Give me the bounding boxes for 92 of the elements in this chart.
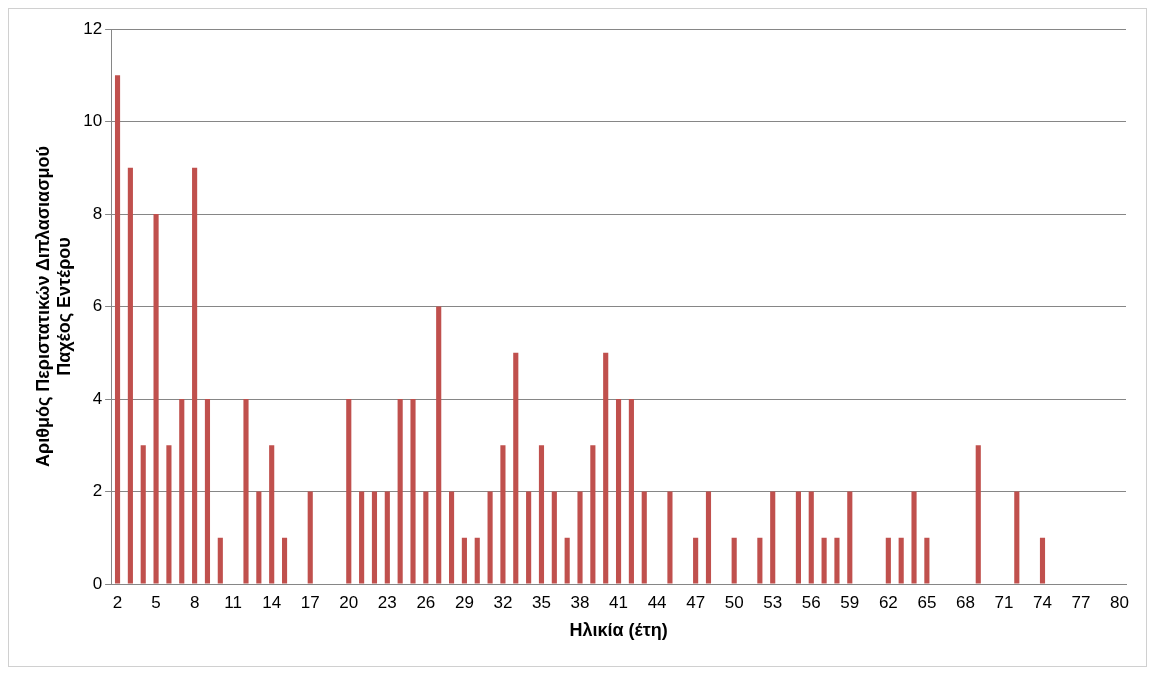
bar bbox=[448, 491, 455, 584]
bar bbox=[975, 445, 981, 584]
bar bbox=[179, 399, 185, 584]
bar bbox=[693, 537, 699, 584]
y-tick-label: 4 bbox=[92, 388, 103, 408]
bar bbox=[269, 445, 275, 584]
bar bbox=[192, 167, 198, 584]
bar bbox=[705, 491, 712, 584]
bar bbox=[641, 491, 647, 584]
y-tick-label: 12 bbox=[83, 18, 103, 38]
bar bbox=[487, 491, 493, 584]
bar bbox=[114, 75, 121, 584]
y-tick-label: 0 bbox=[92, 573, 103, 593]
x-tick-label: 14 bbox=[262, 592, 282, 612]
x-tick-label: 44 bbox=[647, 592, 667, 612]
x-tick-label: 47 bbox=[686, 592, 706, 612]
bar bbox=[911, 491, 917, 584]
bar bbox=[500, 445, 506, 584]
x-tick-label: 50 bbox=[724, 592, 744, 612]
bar bbox=[885, 537, 891, 584]
y-tick-label: 10 bbox=[83, 111, 103, 131]
bar bbox=[243, 399, 249, 584]
bar bbox=[410, 399, 416, 584]
bar bbox=[551, 491, 557, 584]
bar bbox=[667, 491, 673, 584]
x-tick-label: 74 bbox=[1033, 592, 1052, 612]
bar bbox=[423, 491, 429, 584]
bar bbox=[564, 537, 570, 584]
bar bbox=[513, 352, 519, 584]
x-tick-label: 56 bbox=[801, 592, 821, 612]
bar bbox=[153, 214, 159, 584]
bar bbox=[1039, 537, 1046, 584]
bar bbox=[281, 537, 288, 584]
y-axis-title: Αριθμός Περιστατικών Διπλασιασμού Παχέος Εντέρου bbox=[32, 146, 75, 467]
x-tick-label: 35 bbox=[532, 592, 551, 612]
x-axis-title: Ηλικία (έτη) bbox=[569, 620, 668, 641]
x-tick-label: 59 bbox=[840, 592, 860, 612]
bar bbox=[821, 537, 827, 584]
x-tick-label: 2 bbox=[112, 592, 123, 612]
bar bbox=[577, 491, 583, 584]
x-tick-label: 62 bbox=[878, 592, 898, 612]
bar bbox=[1014, 491, 1020, 584]
bar bbox=[628, 399, 634, 584]
bar bbox=[140, 445, 146, 584]
x-tick-label: 68 bbox=[955, 592, 975, 612]
bar bbox=[898, 537, 904, 584]
x-tick-label: 29 bbox=[454, 592, 474, 612]
y-tick-label: 6 bbox=[92, 296, 103, 316]
bar bbox=[808, 491, 814, 584]
bar bbox=[256, 491, 262, 584]
bar bbox=[757, 537, 763, 584]
x-tick-label: 26 bbox=[416, 592, 436, 612]
x-tick-label: 41 bbox=[609, 592, 629, 612]
x-tick-label: 17 bbox=[300, 592, 320, 612]
bar bbox=[834, 537, 840, 584]
bar bbox=[436, 306, 442, 584]
x-tick-label: 53 bbox=[763, 592, 783, 612]
bar bbox=[615, 399, 622, 584]
x-tick-label: 77 bbox=[1071, 592, 1091, 612]
x-tick-label: 65 bbox=[917, 592, 937, 612]
x-tick-label: 71 bbox=[994, 592, 1014, 612]
bar bbox=[359, 491, 365, 584]
x-tick-label: 5 bbox=[151, 592, 161, 612]
bar bbox=[590, 445, 596, 584]
bar bbox=[847, 491, 853, 584]
bar bbox=[397, 399, 403, 584]
y-tick-label: 2 bbox=[92, 481, 103, 501]
bar bbox=[127, 167, 133, 584]
x-tick-label: 32 bbox=[493, 592, 513, 612]
bar bbox=[538, 445, 545, 584]
bar bbox=[770, 491, 776, 584]
bar bbox=[204, 399, 211, 584]
bar bbox=[474, 537, 480, 584]
x-tick-label: 38 bbox=[570, 592, 590, 612]
bar bbox=[217, 537, 223, 584]
bar bbox=[924, 537, 930, 584]
y-tick-label: 8 bbox=[92, 203, 103, 223]
x-tick-label: 20 bbox=[339, 592, 359, 612]
bar bbox=[731, 537, 737, 584]
bar bbox=[384, 491, 390, 584]
x-tick-label: 23 bbox=[377, 592, 397, 612]
bar bbox=[603, 352, 609, 584]
x-tick-label: 8 bbox=[189, 592, 200, 612]
bar bbox=[307, 491, 313, 584]
bar bbox=[166, 445, 172, 584]
bar bbox=[526, 491, 532, 584]
bar bbox=[371, 491, 378, 584]
x-tick-label: 80 bbox=[1110, 592, 1130, 612]
bar bbox=[346, 399, 352, 584]
bar bbox=[795, 491, 801, 584]
x-tick-label: 11 bbox=[224, 592, 242, 612]
bar bbox=[461, 537, 467, 584]
